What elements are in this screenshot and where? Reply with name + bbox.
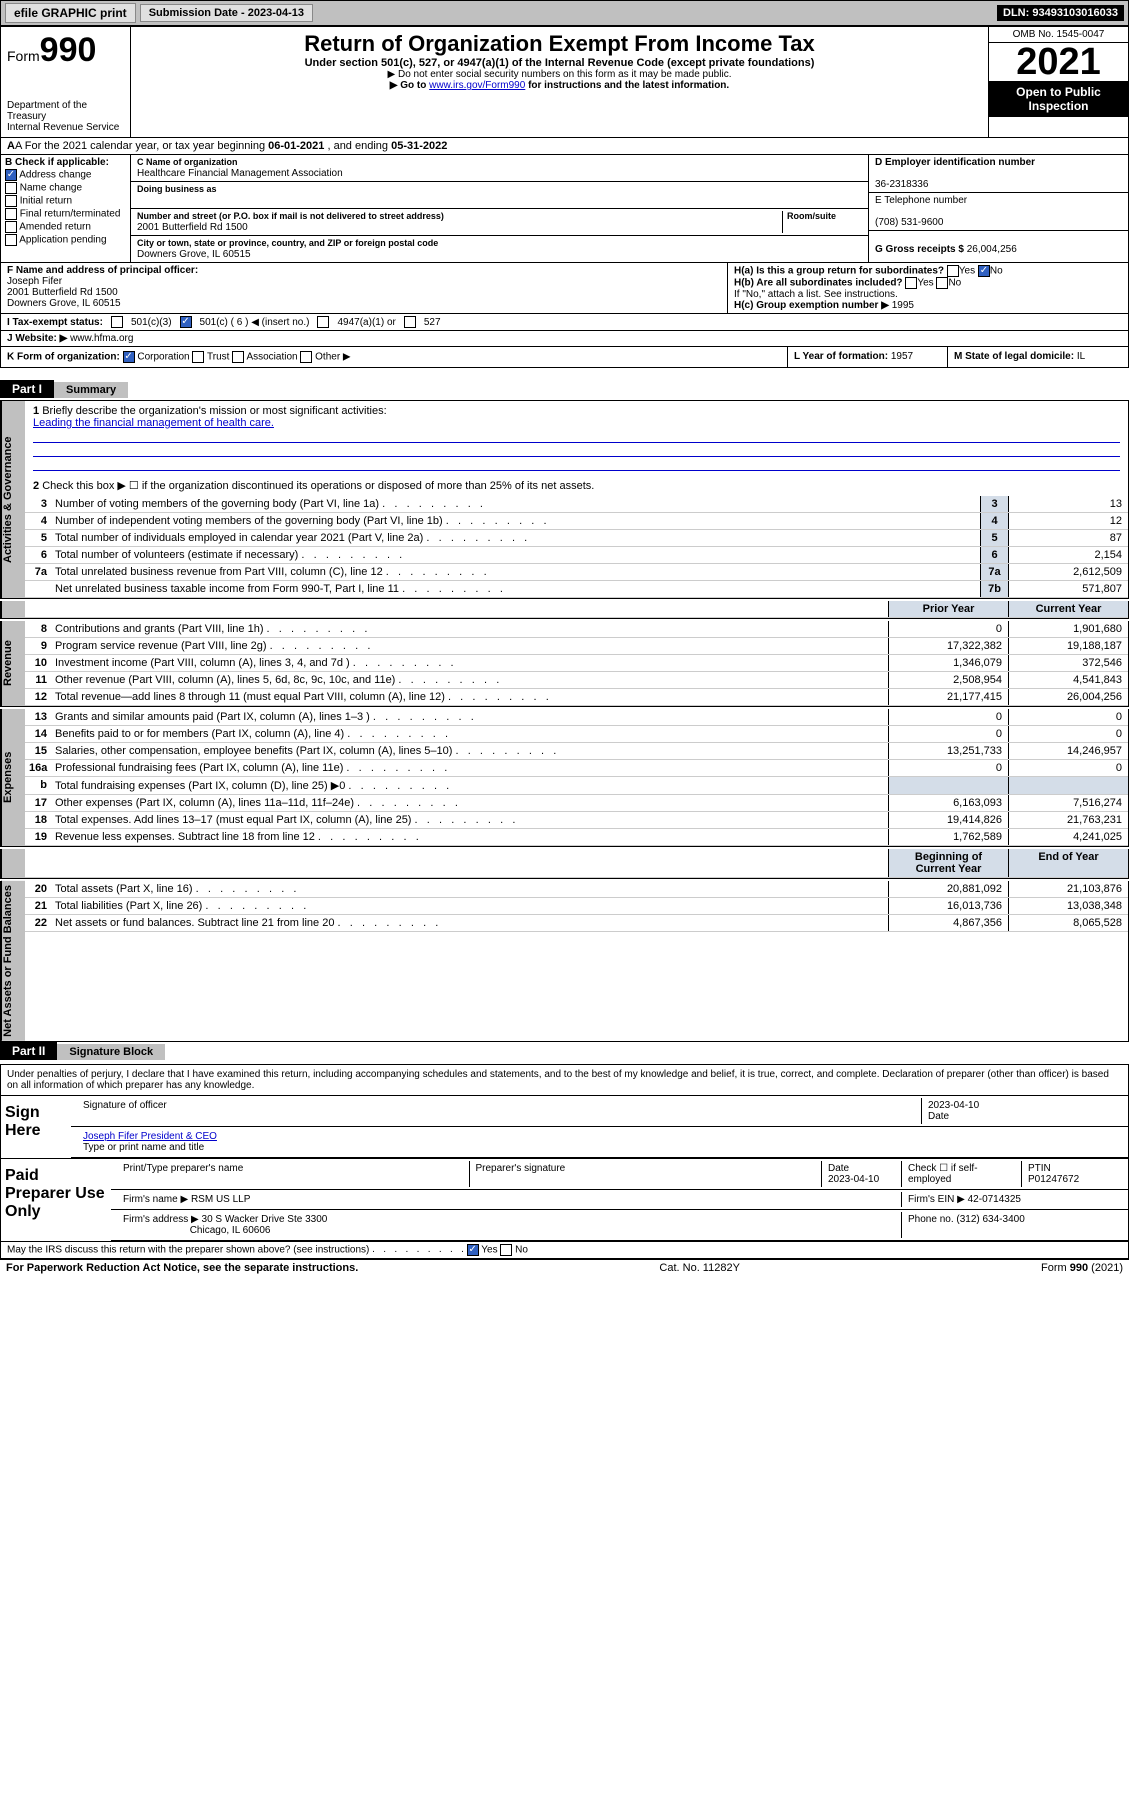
summary-line: 8Contributions and grants (Part VIII, li…: [25, 621, 1128, 638]
summary-line: 19Revenue less expenses. Subtract line 1…: [25, 829, 1128, 846]
checkbox[interactable]: [123, 351, 135, 363]
checkbox-item[interactable]: Final return/terminated: [5, 208, 126, 220]
summary-line: 17Other expenses (Part IX, column (A), l…: [25, 795, 1128, 812]
form-header: Form990 Department of the Treasury Inter…: [0, 26, 1129, 138]
checkbox[interactable]: [947, 265, 959, 277]
checkbox[interactable]: [192, 351, 204, 363]
checkbox-item[interactable]: Name change: [5, 182, 126, 194]
officer-row: F Name and address of principal officer:…: [0, 263, 1129, 314]
summary-line: 13Grants and similar amounts paid (Part …: [25, 709, 1128, 726]
checkbox-item[interactable]: Address change: [5, 169, 126, 181]
col-b: B Check if applicable: Address change Na…: [1, 155, 131, 262]
website-row: J Website: ▶ www.hfma.org: [0, 331, 1129, 347]
topbar: efile GRAPHIC print Submission Date - 20…: [0, 0, 1129, 26]
checkbox[interactable]: [500, 1244, 512, 1256]
checkbox-item[interactable]: Amended return: [5, 221, 126, 233]
footer: For Paperwork Reduction Act Notice, see …: [0, 1259, 1129, 1276]
part2: Part IISignature Block Under penalties o…: [0, 1042, 1129, 1259]
checkbox[interactable]: [300, 351, 312, 363]
checkbox[interactable]: [404, 316, 416, 328]
part1: Part ISummary Activities & Governance 1 …: [0, 380, 1129, 1042]
checkbox[interactable]: [317, 316, 329, 328]
header-left: Form990 Department of the Treasury Inter…: [1, 27, 131, 137]
summary-line: 11Other revenue (Part VIII, column (A), …: [25, 672, 1128, 689]
col-d: D Employer identification number36-23183…: [868, 155, 1128, 262]
header-right: OMB No. 1545-0047 2021 Open to Public In…: [988, 27, 1128, 137]
summary-line: 21Total liabilities (Part X, line 26)16,…: [25, 898, 1128, 915]
checkbox[interactable]: [467, 1244, 479, 1256]
summary-line: 5Total number of individuals employed in…: [25, 530, 1128, 547]
summary-line: 6Total number of volunteers (estimate if…: [25, 547, 1128, 564]
checkbox[interactable]: [905, 277, 917, 289]
summary-line: 12Total revenue—add lines 8 through 11 (…: [25, 689, 1128, 706]
checkbox[interactable]: [180, 316, 192, 328]
checkbox-item[interactable]: Application pending: [5, 234, 126, 246]
col-c: C Name of organizationHealthcare Financi…: [131, 155, 868, 262]
summary-line: 7aTotal unrelated business revenue from …: [25, 564, 1128, 581]
summary-line: bTotal fundraising expenses (Part IX, co…: [25, 777, 1128, 795]
checkbox[interactable]: [978, 265, 990, 277]
summary-line: 15Salaries, other compensation, employee…: [25, 743, 1128, 760]
section-bc: B Check if applicable: Address change Na…: [0, 155, 1129, 263]
header-title: Return of Organization Exempt From Incom…: [131, 27, 988, 137]
tax-status: I Tax-exempt status: 501(c)(3) 501(c) ( …: [0, 314, 1129, 331]
summary-line: 4Number of independent voting members of…: [25, 513, 1128, 530]
checkbox[interactable]: [232, 351, 244, 363]
summary-line: 14Benefits paid to or for members (Part …: [25, 726, 1128, 743]
summary-line: 18Total expenses. Add lines 13–17 (must …: [25, 812, 1128, 829]
summary-line: 9Program service revenue (Part VIII, lin…: [25, 638, 1128, 655]
summary-line: 10Investment income (Part VIII, column (…: [25, 655, 1128, 672]
row-a: AA For the 2021 calendar year, or tax ye…: [0, 138, 1129, 155]
checkbox[interactable]: [111, 316, 123, 328]
summary-line: 20Total assets (Part X, line 16)20,881,0…: [25, 881, 1128, 898]
checkbox[interactable]: [936, 277, 948, 289]
summary-line: 22Net assets or fund balances. Subtract …: [25, 915, 1128, 932]
summary-line: Net unrelated business taxable income fr…: [25, 581, 1128, 598]
checkbox-item[interactable]: Initial return: [5, 195, 126, 207]
efile-button[interactable]: efile GRAPHIC print: [5, 3, 136, 23]
irs-link[interactable]: www.irs.gov/Form990: [429, 80, 525, 91]
dln: DLN: 93493103016033: [997, 5, 1124, 21]
kform-row: K Form of organization: Corporation Trus…: [0, 347, 1129, 368]
summary-line: 16aProfessional fundraising fees (Part I…: [25, 760, 1128, 777]
submission-date: Submission Date - 2023-04-13: [140, 4, 313, 22]
summary-line: 3Number of voting members of the governi…: [25, 496, 1128, 513]
